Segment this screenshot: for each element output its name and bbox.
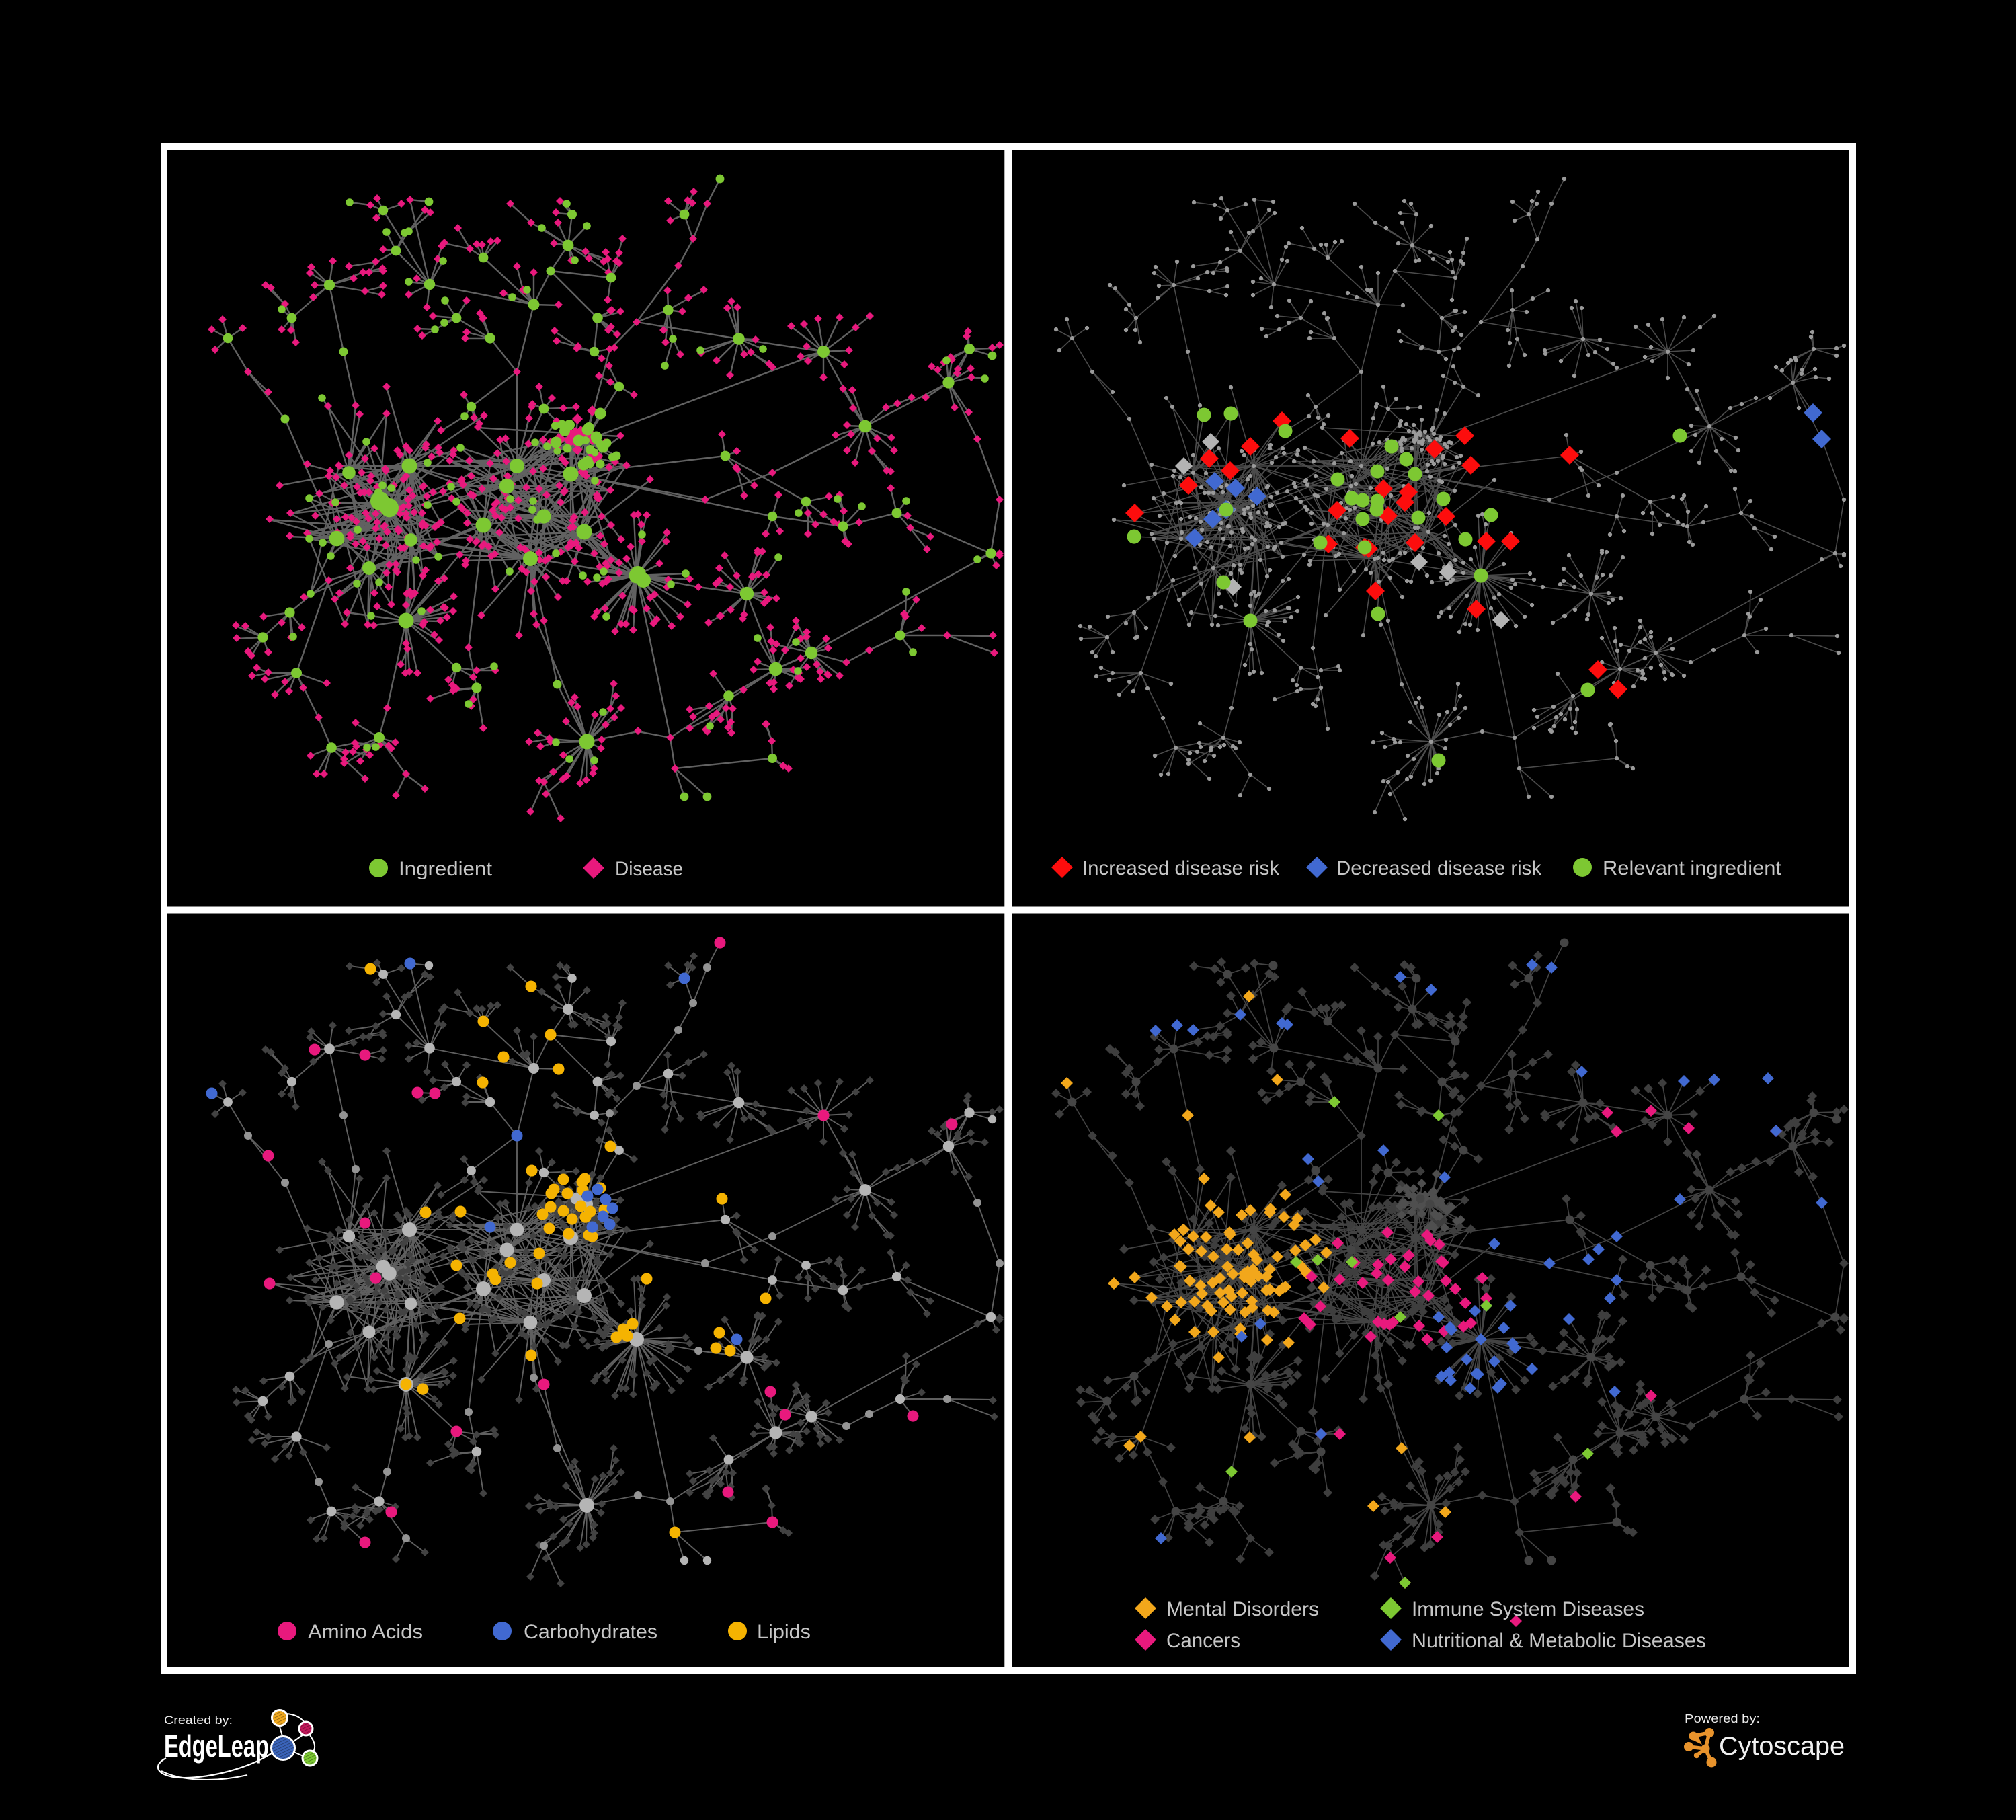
- svg-text:Cytoscape: Cytoscape: [1719, 1732, 1845, 1761]
- svg-text:Amino Acids: Amino Acids: [308, 1621, 423, 1643]
- svg-text:Created by:: Created by:: [164, 1714, 233, 1727]
- svg-text:Mental Disorders: Mental Disorders: [1166, 1598, 1319, 1620]
- svg-text:Disease: Disease: [615, 858, 683, 880]
- svg-text:Powered by:: Powered by:: [1685, 1712, 1760, 1725]
- svg-text:Immune System Diseases: Immune System Diseases: [1412, 1598, 1644, 1620]
- svg-text:Nutritional & Metabolic Diseas: Nutritional & Metabolic Diseases: [1412, 1630, 1706, 1652]
- svg-text:Carbohydrates: Carbohydrates: [524, 1621, 657, 1643]
- svg-text:EdgeLeap: EdgeLeap: [164, 1729, 269, 1764]
- svg-text:Lipids: Lipids: [757, 1621, 811, 1643]
- svg-text:Ingredient: Ingredient: [399, 858, 493, 880]
- svg-text:Decreased disease risk: Decreased disease risk: [1336, 857, 1542, 879]
- svg-text:Cancers: Cancers: [1166, 1630, 1240, 1652]
- svg-text:Increased disease risk: Increased disease risk: [1082, 857, 1280, 879]
- svg-text:Relevant ingredient: Relevant ingredient: [1603, 857, 1782, 879]
